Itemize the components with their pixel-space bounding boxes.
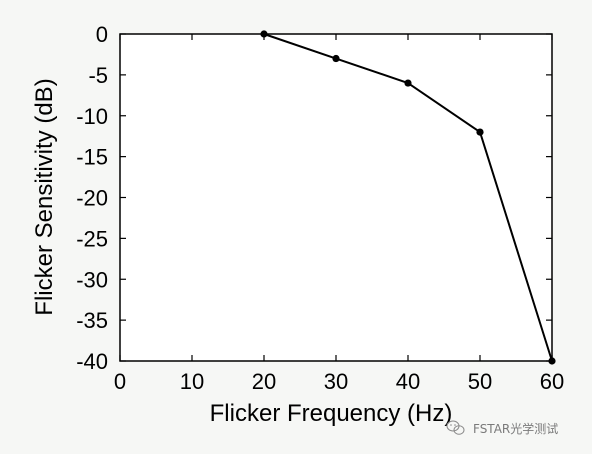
y-tick-label: -15 <box>76 145 108 170</box>
y-tick-label: -35 <box>76 308 108 333</box>
data-point <box>332 54 340 63</box>
data-point <box>404 79 412 87</box>
y-tick-label: -40 <box>76 349 108 374</box>
x-axis-ticks: 0 10 20 30 40 50 60 <box>114 34 564 394</box>
plot-area <box>119 33 553 362</box>
x-tick-label: 30 <box>324 369 348 394</box>
y-axis-ticks: 0 -5 -10 -15 -20 -25 -30 -35 -40 <box>76 22 552 374</box>
x-axis-label: Flicker Frequency (Hz) <box>210 400 453 427</box>
y-tick-label: 0 <box>96 22 108 47</box>
data-point <box>476 128 484 136</box>
y-tick-label: -10 <box>76 104 108 129</box>
y-tick-label: -25 <box>76 226 108 251</box>
y-axis-label: Flicker Sensitivity (dB) <box>31 78 58 315</box>
x-tick-label: 60 <box>540 369 564 394</box>
watermark-label: FSTAR光学测试 <box>473 421 558 436</box>
watermark: FSTAR光学测试 <box>446 420 558 436</box>
y-tick-label: -30 <box>76 267 108 292</box>
series-layer <box>260 30 556 365</box>
x-tick-label: 40 <box>396 369 420 394</box>
y-tick-label: -5 <box>88 63 108 88</box>
data-point <box>260 30 268 38</box>
data-point <box>548 357 556 365</box>
x-tick-label: 0 <box>114 369 126 394</box>
x-tick-label: 10 <box>180 369 204 394</box>
y-tick-label: -20 <box>76 186 108 211</box>
wechat-icon <box>446 420 465 435</box>
x-tick-label: 50 <box>468 369 492 394</box>
x-tick-label: 20 <box>252 369 276 394</box>
